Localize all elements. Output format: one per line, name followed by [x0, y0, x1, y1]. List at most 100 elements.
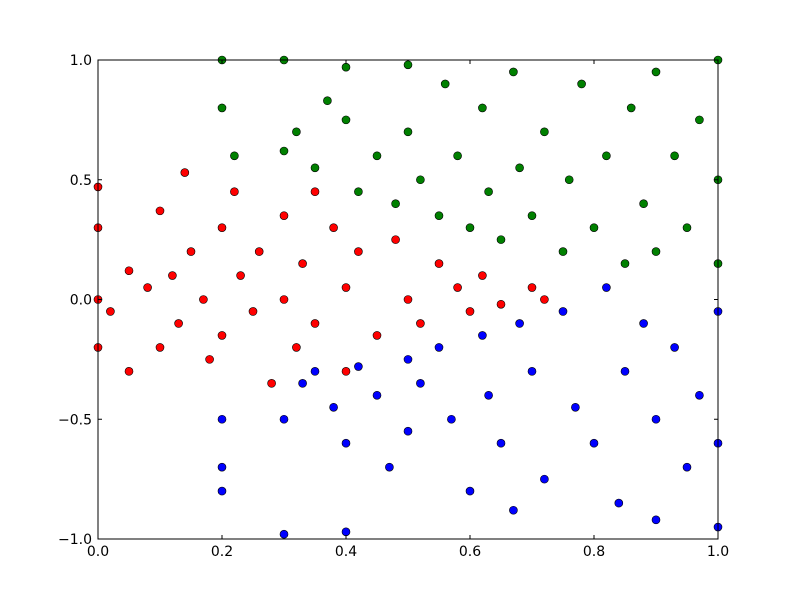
scatter-point [372, 331, 382, 340]
x-tick-label: 0.4 [335, 544, 357, 560]
scatter-point [620, 367, 630, 376]
scatter-point [341, 283, 351, 292]
scatter-point [651, 247, 661, 256]
scatter-point [124, 266, 134, 276]
scatter-point [434, 343, 444, 352]
scatter-point [434, 259, 444, 268]
scatter-point [571, 402, 580, 412]
scatter-point [509, 505, 518, 515]
scatter-point [143, 283, 152, 292]
scatter-point [403, 295, 413, 304]
scatter-point [496, 235, 506, 244]
scatter-point [639, 319, 648, 328]
scatter-point [540, 474, 549, 484]
scatter-point [341, 438, 351, 448]
scatter-point [230, 187, 239, 197]
scatter-point [515, 319, 524, 328]
scatter-point [372, 390, 382, 400]
scatter-point [602, 283, 611, 292]
scatter-point [279, 146, 289, 156]
scatter-point [329, 402, 338, 412]
scatter-point [217, 486, 227, 496]
scatter-point [403, 127, 413, 137]
scatter-point [527, 283, 537, 292]
scatter-point [626, 103, 636, 113]
x-tick-label: 0.2 [211, 544, 233, 560]
y-tick-label: −0.5 [58, 412, 92, 428]
scatter-point [292, 343, 301, 352]
scatter-point [465, 223, 475, 232]
scatter-point [496, 438, 506, 448]
scatter-point [509, 67, 518, 77]
scatter-point [205, 355, 214, 364]
scatter-point [354, 362, 363, 371]
scatter-point [484, 390, 493, 400]
scatter-point [695, 115, 704, 125]
scatter-point [589, 223, 599, 232]
scatter-point [217, 414, 227, 424]
scatter-point [248, 307, 258, 316]
scatter-point [527, 211, 537, 220]
scatter-point [478, 331, 487, 340]
scatter-point [440, 79, 450, 89]
scatter-point [199, 295, 208, 304]
scatter-point [695, 390, 704, 400]
scatter-point [540, 127, 549, 137]
scatter-point [558, 247, 568, 256]
scatter-point [341, 367, 351, 376]
scatter-point [527, 367, 537, 376]
scatter-point [279, 295, 289, 304]
scatter-point [341, 62, 351, 72]
scatter-point [279, 211, 289, 220]
scatter-point [279, 529, 289, 539]
scatter-point [310, 163, 320, 173]
scatter-point [403, 426, 413, 436]
scatter-point [230, 151, 239, 161]
scatter-point [682, 223, 692, 232]
scatter-point [670, 151, 679, 161]
y-tick-label: 0.5 [70, 173, 92, 189]
scatter-point [310, 367, 320, 376]
scatter-point [372, 151, 382, 161]
scatter-point [558, 307, 568, 316]
scatter-point [602, 151, 611, 161]
scatter-point [217, 103, 227, 113]
scatter-point [168, 271, 177, 280]
scatter-point [106, 307, 115, 316]
scatter-point [217, 462, 227, 472]
scatter-point [478, 271, 487, 280]
scatter-point [670, 343, 679, 352]
y-tick-label: 1.0 [70, 53, 92, 69]
scatter-point [217, 223, 227, 232]
scatter-point [651, 515, 661, 525]
scatter-point [124, 367, 134, 376]
scatter-point [341, 527, 351, 537]
scatter-point [279, 414, 289, 424]
scatter-point [323, 96, 332, 106]
scatter-point [651, 67, 661, 77]
scatter-point [341, 115, 351, 125]
scatter-point [292, 127, 301, 137]
scatter-point [453, 151, 462, 161]
scatter-point [155, 206, 165, 216]
x-tick-label: 1.0 [707, 544, 729, 560]
scatter-point [447, 414, 456, 424]
scatter-point [236, 271, 245, 280]
scatter-point [310, 187, 320, 197]
scatter-point [403, 355, 413, 364]
scatter-point [540, 295, 549, 304]
scatter-point [434, 211, 444, 220]
scatter-point [310, 319, 320, 328]
scatter-point [254, 247, 264, 256]
scatter-point [155, 343, 165, 352]
scatter-point [385, 462, 394, 472]
scatter-point [564, 175, 574, 185]
scatter-point [329, 223, 338, 232]
scatter-point [403, 60, 413, 70]
scatter-point [465, 486, 475, 496]
scatter-point [298, 259, 307, 268]
scatter-point [174, 319, 183, 328]
scatter-point [465, 307, 475, 316]
